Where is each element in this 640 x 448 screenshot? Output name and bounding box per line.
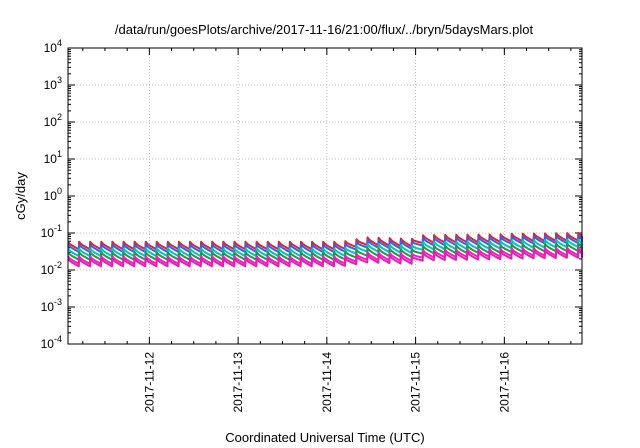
y-tick-label: 10-3 (41, 297, 62, 314)
x-tick-label: 2017-11-16 (497, 352, 511, 413)
y-tick-label: 103 (44, 75, 62, 92)
y-tick-label: 10-4 (41, 334, 62, 351)
x-tick-label: 2017-11-14 (320, 352, 334, 413)
x-tick-label: 2017-11-13 (231, 352, 245, 413)
y-tick-label: 10-2 (41, 260, 62, 277)
x-ticks: 2017-11-12 2017-11-13 2017-11-14 2017-11-15… (82, 48, 572, 413)
x-tick-label: 2017-11-15 (409, 352, 423, 413)
series-lines (67, 231, 583, 268)
y-tick-label: 10-1 (41, 223, 62, 240)
grid-lines (68, 48, 582, 344)
y-tick-label: 100 (44, 186, 62, 203)
y-tick-label: 101 (44, 149, 62, 166)
plot-frame (67, 47, 583, 345)
y-tick-label: 104 (44, 38, 62, 55)
x-axis-label: Coordinated Universal Time (UTC) (225, 430, 424, 445)
y-tick-label: 102 (44, 112, 62, 129)
chart-title: /data/run/goesPlots/archive/2017-11-16/2… (115, 22, 534, 37)
x-tick-label: 2017-11-12 (142, 352, 156, 413)
series-line-6 (67, 249, 583, 268)
y-axis-label: cGy/day (13, 172, 28, 220)
